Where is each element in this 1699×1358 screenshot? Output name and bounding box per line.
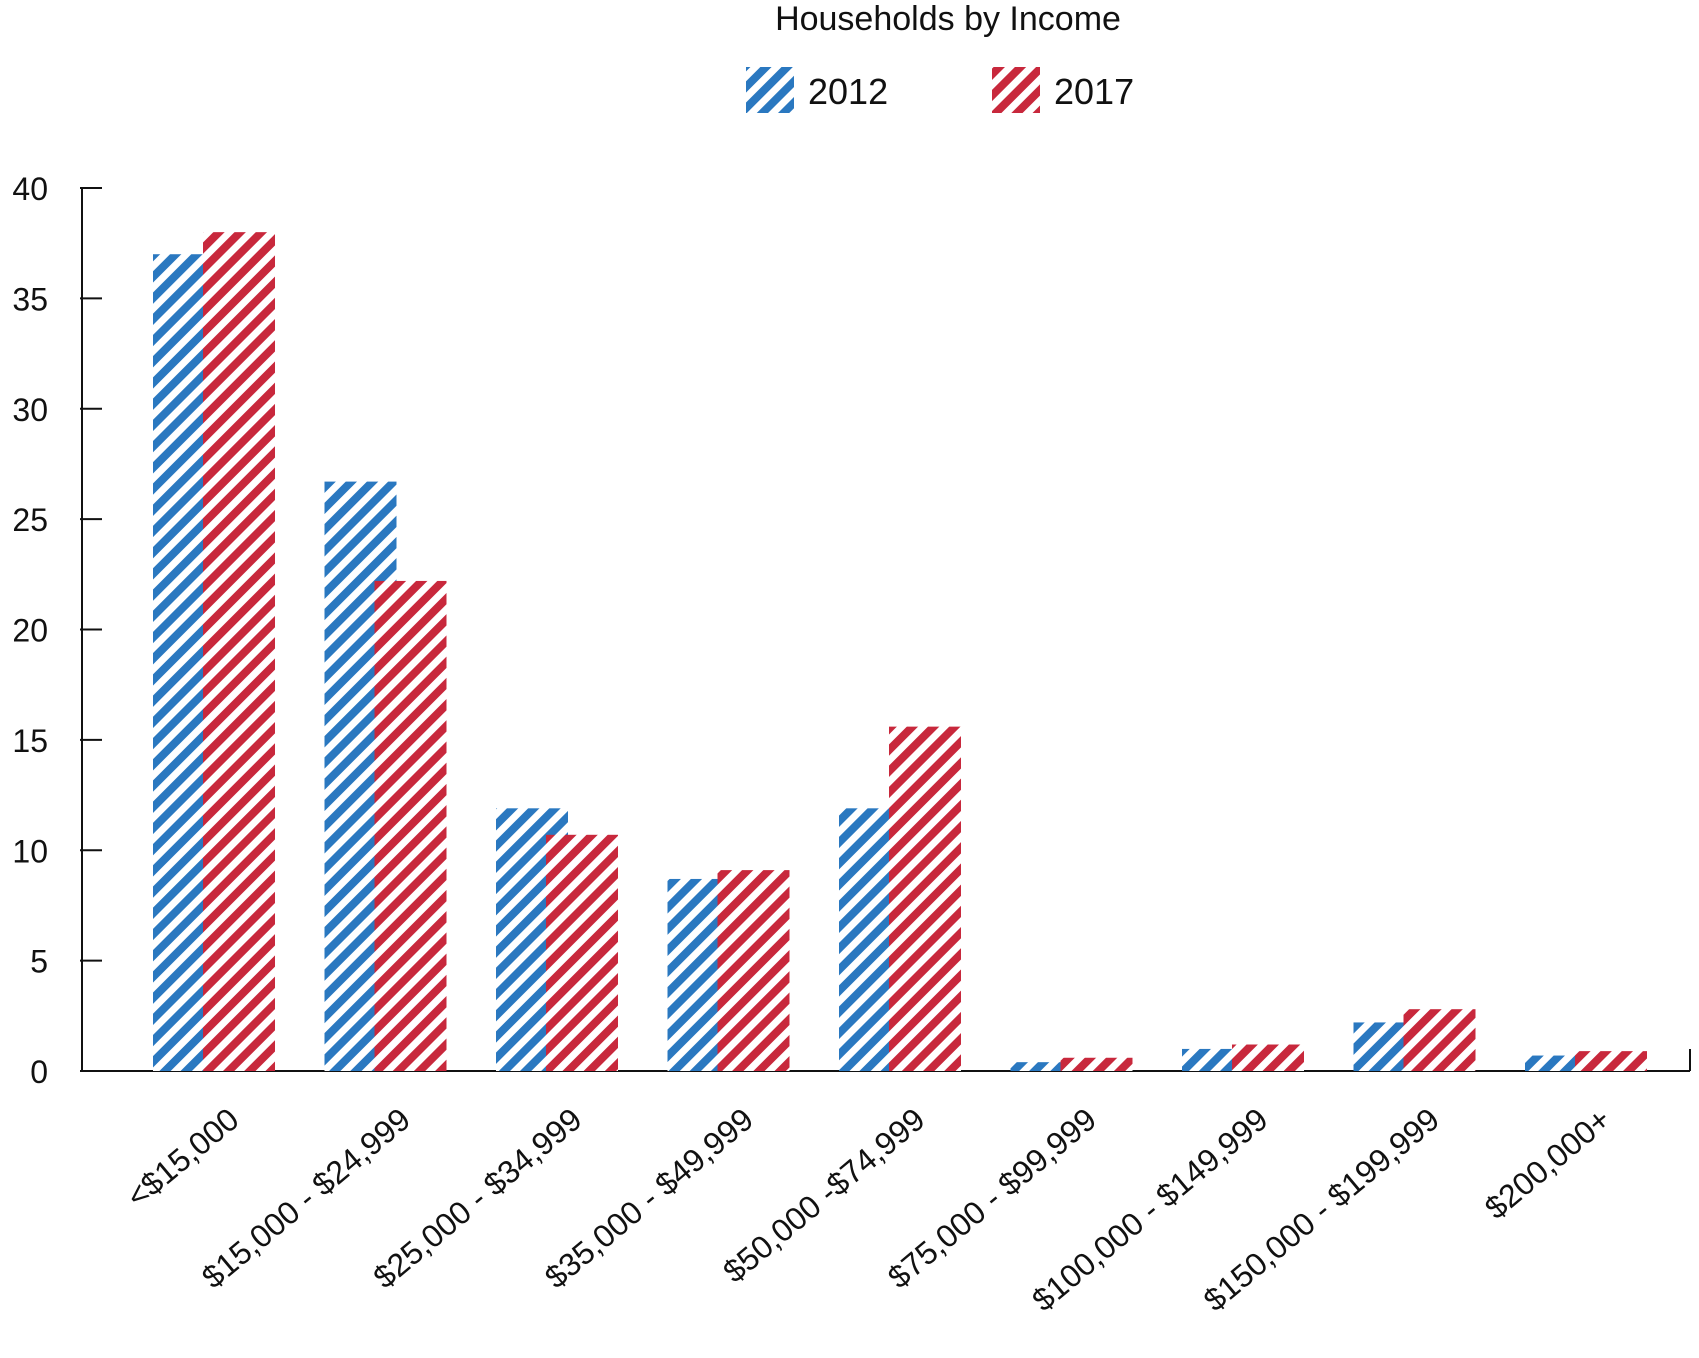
y-tick-label-40: 40 [12,171,48,207]
bar-2017-8 [1575,1051,1647,1071]
chart-title: Households by Income [775,0,1121,38]
legend: 2012 2017 [746,67,1134,113]
legend-label-2012: 2012 [808,71,888,112]
y-tick-label-5: 5 [30,944,48,980]
bar-2017-5 [1060,1057,1133,1071]
x-tick-label-8: $200,000+ [1478,1101,1618,1226]
y-axis: 0 5 10 15 20 25 30 35 40 [12,171,102,1090]
bar-2017-1 [374,580,447,1071]
x-tick-label-0: <$15,000 [119,1101,245,1215]
y-tick-label-15: 15 [12,723,48,759]
bar-2017-2 [546,834,618,1071]
legend-item-2017: 2017 [992,67,1134,113]
legend-label-2017: 2017 [1054,71,1134,112]
bar-2017-0 [203,232,275,1071]
bar-2012-5 [1010,1062,1083,1071]
legend-item-2012: 2012 [746,67,888,113]
legend-swatch-2017 [992,67,1040,113]
bar-2017-3 [717,870,790,1071]
bar-2017-6 [1232,1044,1304,1071]
y-tick-label-25: 25 [12,502,48,538]
legend-swatch-2012 [746,67,794,113]
bars [153,232,1647,1072]
bar-2017-7 [1403,1009,1476,1071]
bar-2017-4 [889,726,961,1071]
y-tick-label-0: 0 [30,1054,48,1090]
y-tick-label-20: 20 [12,613,48,649]
y-tick-label-35: 35 [12,281,48,317]
y-tick-label-10: 10 [12,833,48,869]
x-axis: <$15,000$15,000 - $24,999$25,000 - $34,9… [82,1049,1691,1318]
y-tick-label-30: 30 [12,392,48,428]
